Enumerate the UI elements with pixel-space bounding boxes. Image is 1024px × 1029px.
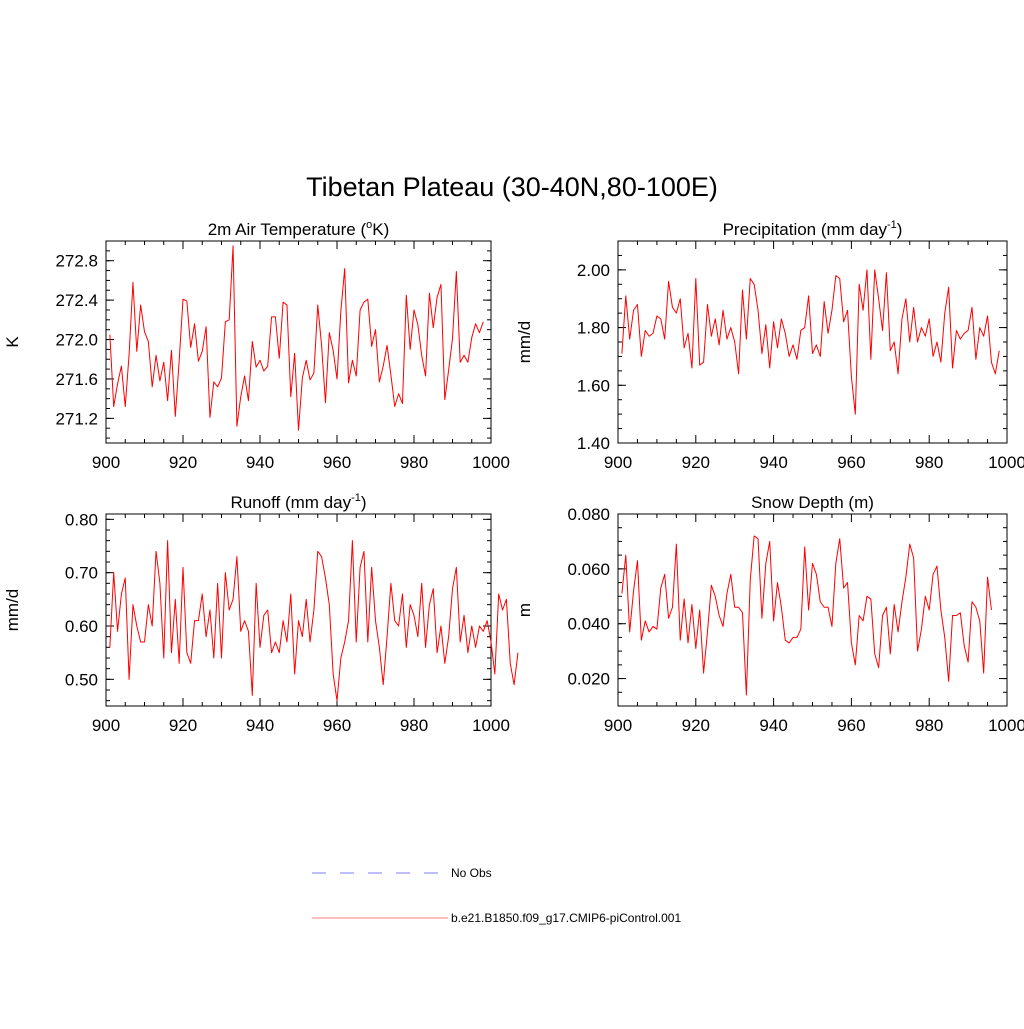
panel-title: Snow Depth (m) [751,493,874,512]
x-tick-label: 940 [246,716,274,735]
x-tick-label: 980 [915,716,943,735]
x-tick-label: 1000 [988,453,1024,472]
x-tick-label: 980 [400,716,428,735]
plot-frame [105,513,492,707]
y-tick-label: 1.40 [577,434,610,453]
y-tick-label: 0.020 [567,670,610,689]
y-axis-label: m [515,603,534,617]
y-tick-label: 0.50 [65,670,98,689]
chart-panel-tr: 900 920 940 960 980 1000 1.40 1.60 1.80 2.00 Preci… [515,219,1024,472]
panel-title: 2m Air Temperature (oK) [208,219,390,239]
panel-title-text: Runoff (mm day [230,493,351,512]
panel-title-suffix: ) [361,493,367,512]
chart-panel-br: 900 920 940 960 980 1000 0.020 0.040 0.060 0.080 S… [515,493,1024,735]
panel-title: Runoff (mm day-1) [230,492,366,512]
series-line [621,269,1000,415]
chart-panel-tl: 900 920 940 960 980 1000 271.2 271.6 272.0 272.4 2… [3,219,510,472]
y-tick-label: 0.080 [567,505,610,524]
panel-title-text: 2m Air Temperature ( [208,220,367,239]
panel-title-suffix: ) [897,220,903,239]
panel-title-text: Snow Depth (m) [751,493,874,512]
page-title: Tibetan Plateau (30-40N,80-100E) [306,172,718,202]
x-tick-label: 1000 [472,453,510,472]
x-tick-label: 980 [400,453,428,472]
legend-obs-label: No Obs [451,866,492,880]
x-tick-label: 940 [759,716,787,735]
panel-title-text: Precipitation (mm day [723,220,888,239]
x-tick-label: 900 [604,716,632,735]
x-tick-label: 900 [604,453,632,472]
panel-title-superscript: -1 [887,219,897,231]
panel-title-superscript: -1 [351,492,361,504]
x-tick-label: 960 [837,716,865,735]
y-axis-label: K [3,336,22,348]
x-tick-label: 980 [915,453,943,472]
chart-panels: 900 920 940 960 980 1000 271.2 271.6 272.0 272.4 2… [3,219,1024,735]
x-tick-label: 920 [169,453,197,472]
plot-frame [617,240,1008,444]
panel-title-superscript: o [366,219,372,231]
panel-title-suffix: K) [372,220,389,239]
series-line [109,540,519,702]
x-tick-label: 960 [837,453,865,472]
series-line [621,535,992,696]
x-tick-label: 940 [759,453,787,472]
y-tick-label: 272.4 [55,291,98,310]
y-tick-label: 0.60 [65,617,98,636]
y-tick-label: 0.040 [567,615,610,634]
y-tick-label: 0.80 [65,510,98,529]
y-tick-label: 2.00 [577,261,610,280]
x-tick-label: 1000 [988,716,1024,735]
y-tick-label: 1.80 [577,319,610,338]
x-tick-label: 1000 [472,716,510,735]
x-tick-label: 900 [92,453,120,472]
legend: No Obs b.e21.B1850.f09_g17.CMIP6-piContr… [312,866,681,925]
series-line [109,245,484,431]
y-tick-label: 0.060 [567,560,610,579]
chart-panel-bl: 900 920 940 960 980 1000 0.50 0.60 0.70 0.80 Runof… [3,492,519,735]
x-tick-label: 900 [92,716,120,735]
y-axis-label: mm/d [515,321,534,364]
y-tick-label: 272.0 [55,331,98,350]
legend-model-label: b.e21.B1850.f09_g17.CMIP6-piControl.001 [451,911,681,925]
panel-title: Precipitation (mm day-1) [723,219,903,239]
x-tick-label: 920 [169,716,197,735]
y-tick-label: 271.2 [55,409,98,428]
y-tick-label: 272.8 [55,252,98,271]
y-tick-label: 271.6 [55,370,98,389]
x-tick-label: 920 [682,716,710,735]
x-tick-label: 960 [323,453,351,472]
y-tick-label: 0.70 [65,564,98,583]
y-tick-label: 1.60 [577,376,610,395]
plot-frame [105,240,492,444]
y-axis-label: mm/d [3,589,22,632]
x-tick-label: 920 [682,453,710,472]
x-tick-label: 960 [323,716,351,735]
x-tick-label: 940 [246,453,274,472]
